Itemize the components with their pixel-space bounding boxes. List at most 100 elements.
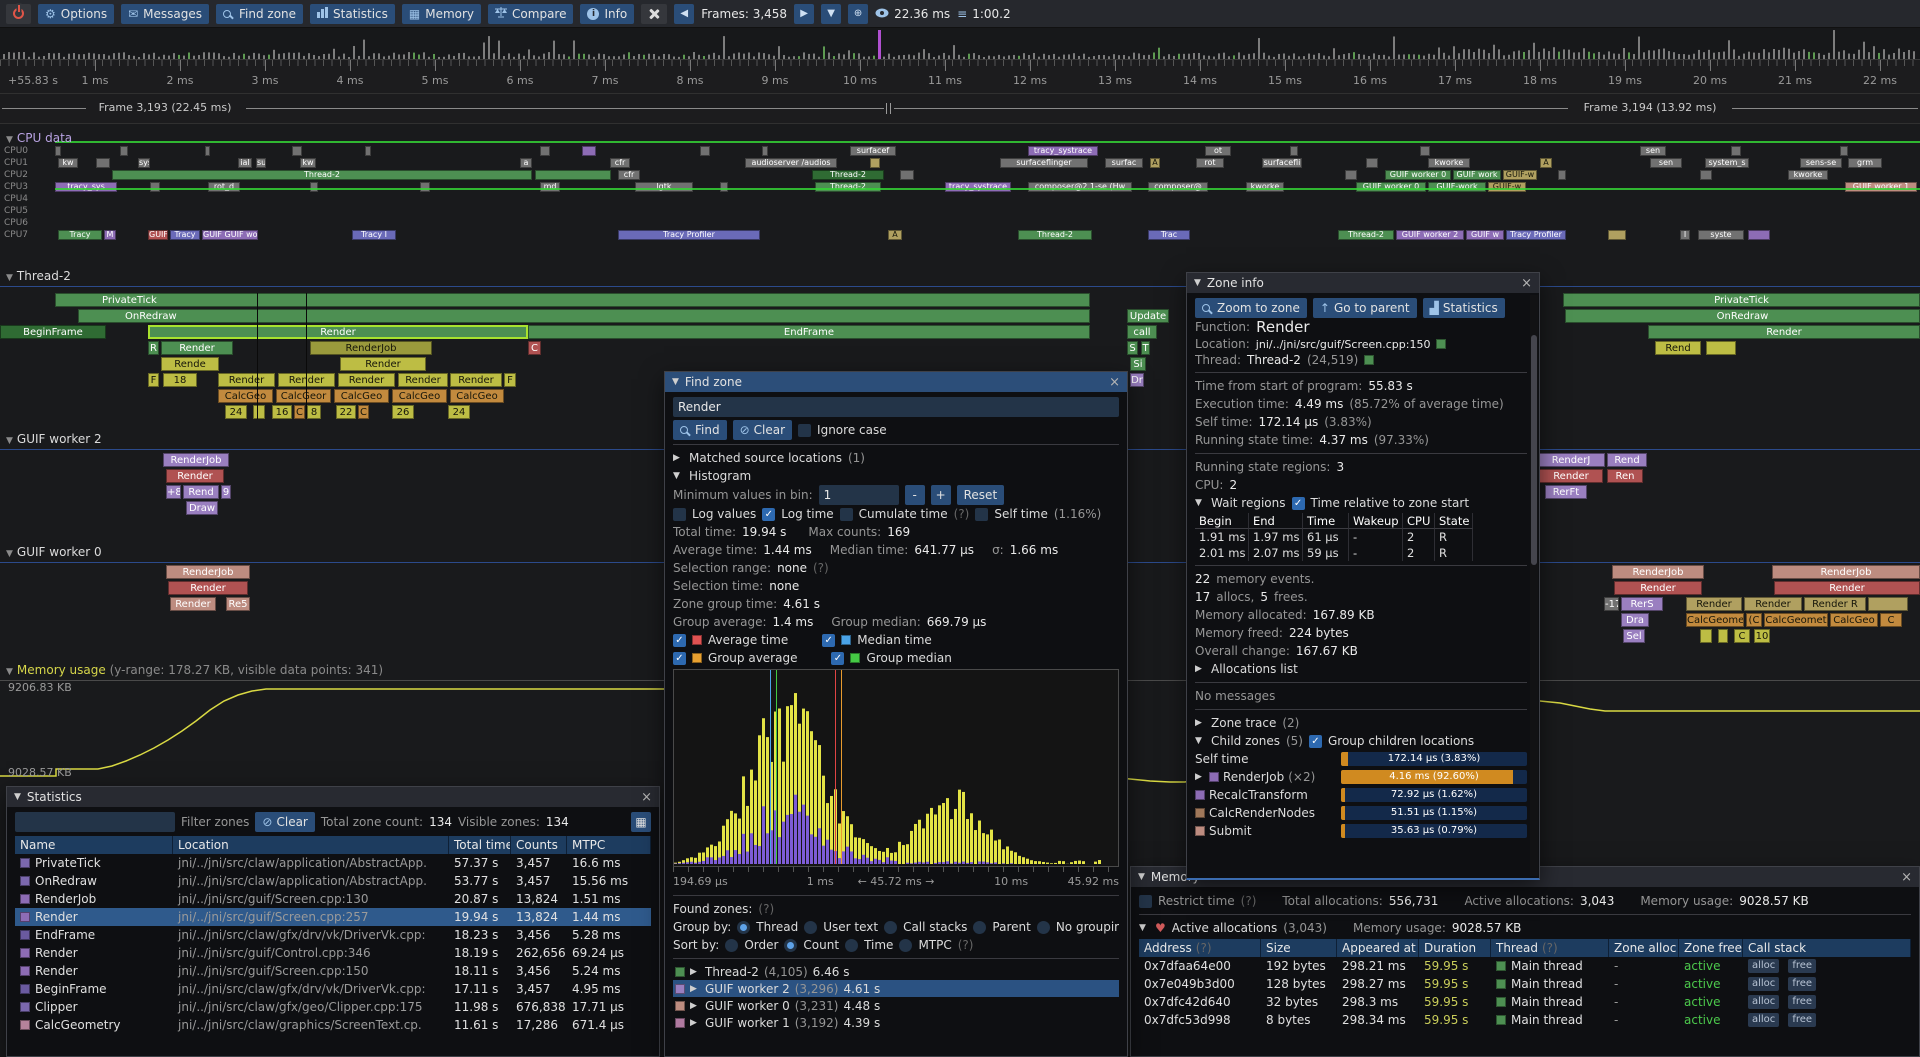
histogram-header[interactable]: ▼ Histogram — [673, 467, 1119, 485]
callstack-alloc-button[interactable]: alloc — [1748, 1013, 1780, 1027]
expand-icon[interactable]: ▶ — [690, 1000, 697, 1011]
timeline-zone-guif-work[interactable]: GUIF-work — [1428, 182, 1486, 192]
statistics-cell[interactable]: 262,656 — [516, 946, 566, 960]
timeline-zone-r[interactable]: R — [148, 341, 159, 355]
timeline-zone-rerft[interactable]: RerFt — [1545, 485, 1587, 499]
section-header-cpu-data[interactable]: ▼ CPU data — [6, 131, 73, 145]
child-zone-row-recalctransform[interactable]: RecalcTransform 72.92 µs (1.62%) — [1195, 786, 1527, 804]
timeline-zone[interactable] — [582, 146, 596, 156]
section-header-thread-2[interactable]: ▼ Thread-2 — [6, 269, 71, 283]
timeline-zone--17[interactable]: -17 — [1604, 597, 1619, 611]
collapse-icon[interactable]: ▼ — [6, 135, 13, 145]
timeline-zone-sen[interactable]: sen — [1640, 146, 1666, 156]
timeline-zone-rend[interactable]: Rend — [1655, 341, 1701, 355]
scrollbar[interactable] — [1530, 295, 1538, 876]
statistics-row-calcgeometry[interactable]: CalcGeometry — [15, 1016, 173, 1034]
expand-icon[interactable]: ▶ — [690, 983, 697, 994]
timeline-zone-tracy[interactable]: Tracy — [58, 230, 102, 240]
timeline-zone-tracy-profiler[interactable]: Tracy Profiler — [618, 230, 760, 240]
timeline-zone-guif-worker-2[interactable]: GUIF worker 2 — [1396, 230, 1464, 240]
timeline-zone[interactable] — [1290, 146, 1298, 156]
timeline-zone-c[interactable]: C — [358, 405, 369, 419]
prev-frame-button[interactable]: ◀ — [674, 3, 695, 24]
timeline-zone-update[interactable]: Update — [1127, 309, 1169, 323]
column-header[interactable]: Duration — [1419, 939, 1491, 957]
next-frame-button[interactable]: ▶ — [794, 3, 815, 24]
timeline-zone-calcgeor[interactable]: CalcGeor — [276, 389, 331, 403]
allocations-table[interactable]: Address (?) Size Appeared at Duration Thread(… — [1139, 939, 1911, 1029]
timeline-zone-guif-work[interactable]: GUIF work — [1453, 170, 1501, 180]
min-bin-decrease-button[interactable]: - — [904, 485, 925, 505]
timeline-zone-thread-2[interactable]: Thread-2 — [812, 170, 884, 180]
timeline-zone-syste[interactable]: syste — [1698, 230, 1744, 240]
timeline-zone-render[interactable]: Render — [340, 357, 426, 371]
clear-filter-button[interactable]: ⊘ Clear — [255, 812, 315, 832]
timeline-zone-8[interactable]: 8 — [307, 405, 321, 419]
timeline-zone-ren[interactable]: Ren — [1607, 469, 1643, 483]
child-zones-header[interactable]: ▼ Child zones (5) ✓ Group children locat… — [1195, 732, 1527, 750]
timeline-zone-kworke[interactable]: kworke — [1428, 158, 1470, 168]
statistics-cell[interactable]: jni/../jni/src/claw/gfx/drv/vk/DriverVk.… — [178, 982, 426, 996]
timeline-zone-guif-worker-0[interactable]: GUIF worker 0 — [1356, 182, 1426, 192]
statistics-cell[interactable]: jni/../jni/src/claw/gfx/geo/Clipper.cpp:… — [178, 1000, 423, 1014]
timeline-zone-thread-2[interactable]: Thread-2 — [112, 170, 532, 180]
timeline-zone-guif-w[interactable]: GUIF-w — [1488, 182, 1526, 192]
timeline-zone-a[interactable]: A — [888, 230, 902, 240]
timeline-zone-i[interactable]: I — [1680, 230, 1690, 240]
timeline-zone-render[interactable]: Render — [450, 373, 502, 387]
sort-by-order[interactable] — [725, 938, 739, 952]
found-zone-group-guif-worker-1[interactable]: ▶ GUIF worker 1 (3,192) 4.39 s — [673, 1014, 1119, 1031]
collapse-icon[interactable]: ▼ — [6, 667, 13, 677]
timeline-zone-renderjob[interactable]: RenderJob — [1772, 565, 1920, 579]
statistics-cell[interactable]: jni/../jni/src/guif/Screen.cpp:257 — [173, 908, 449, 926]
group-by-parent[interactable] — [973, 920, 987, 934]
find-zone-titlebar[interactable]: ▼ Find zone × — [665, 372, 1127, 392]
timeline-zone-render[interactable]: Render — [1539, 469, 1603, 483]
timeline-zone-kw[interactable]: kw — [300, 158, 316, 168]
timeline-zone-guif-w[interactable]: GUIF-w — [1503, 170, 1537, 180]
timeline-zone-thread-2[interactable]: Thread-2 — [1018, 230, 1092, 240]
timeline-zone-lgtk[interactable]: lgtk — [635, 182, 693, 192]
collapse-icon[interactable]: ▼ — [1195, 498, 1202, 508]
timeline-zone[interactable] — [1748, 230, 1770, 240]
timeline-zone-render[interactable]: Render — [1648, 325, 1920, 339]
collapse-icon[interactable]: ▼ — [672, 377, 679, 387]
compare-button[interactable]: Compare — [488, 3, 574, 24]
statistics-cell[interactable]: 15.56 ms — [572, 874, 629, 888]
tools-button[interactable] — [641, 3, 668, 24]
statistics-cell[interactable]: 13,824 — [516, 892, 558, 906]
timeline-zone-renderjob[interactable]: RenderJob — [1612, 565, 1704, 579]
timeline-zone[interactable] — [253, 405, 265, 419]
statistics-cell[interactable]: 3,456 — [516, 964, 551, 978]
statistics-cell[interactable]: 20.87 s — [454, 892, 499, 906]
statistics-row-render[interactable]: Render — [15, 908, 173, 926]
callstack-free-button[interactable]: free — [1788, 1013, 1817, 1027]
wait-regions-header[interactable]: ▼ Wait regions ✓ Time relative to zone s… — [1195, 494, 1527, 512]
timeline-zone-render[interactable]: Render — [338, 373, 395, 387]
timeline-zone-t[interactable]: T — [1141, 341, 1150, 355]
statistics-cell[interactable]: 3,456 — [516, 928, 551, 942]
statistics-cell[interactable]: 676,838 — [516, 1000, 566, 1014]
zone-trace-header[interactable]: ▶ Zone trace (2) — [1195, 714, 1527, 732]
statistics-cell[interactable]: 18.19 s — [454, 946, 499, 960]
group-by-thread[interactable] — [737, 920, 751, 934]
child-zone-row-renderjob[interactable]: ▶ RenderJob (×2) 4.16 ms (92.60%) — [1195, 768, 1527, 786]
timeline-zone-rende[interactable]: Rende — [161, 357, 219, 371]
timeline-zone-26[interactable]: 26 — [392, 405, 414, 419]
timeline-zone-a[interactable]: A — [1540, 158, 1552, 168]
timeline-zone-calcgeome[interactable]: CalcGeome — [1686, 613, 1744, 627]
section-header-guif-worker-2[interactable]: ▼ GUIF worker 2 — [6, 432, 102, 446]
crosshair-button[interactable]: ⊕ — [848, 3, 869, 24]
timeline-zone[interactable] — [310, 182, 318, 192]
allocations-list-header[interactable]: ▶ Allocations list — [1195, 660, 1527, 678]
callstack-free-button[interactable]: free — [1788, 959, 1817, 973]
timeline-zone[interactable] — [1706, 341, 1736, 355]
column-header[interactable]: MTPC — [567, 836, 651, 854]
statistics-cell[interactable]: 3,457 — [516, 856, 551, 870]
column-header[interactable]: Zone alloc — [1609, 939, 1679, 957]
close-icon[interactable]: × — [1109, 374, 1120, 390]
timeline-zone-renderjob[interactable]: RenderJob — [166, 565, 250, 579]
timeline-zone[interactable] — [1700, 629, 1712, 643]
timeline-zone-render[interactable]: Render — [398, 373, 448, 387]
statistics-cell[interactable]: 17.11 s — [454, 982, 499, 996]
